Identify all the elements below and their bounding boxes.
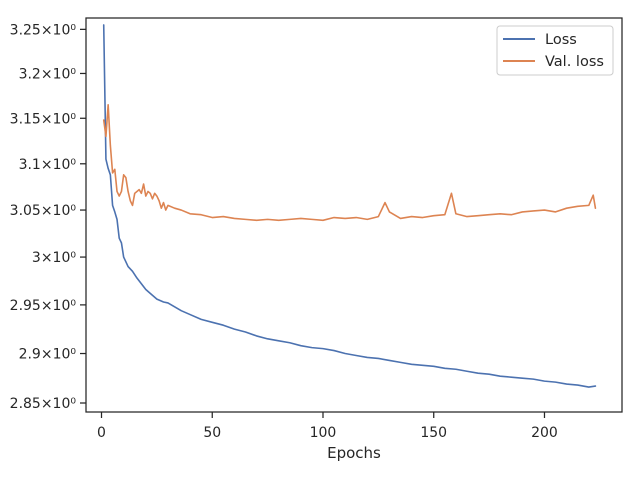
x-axis-title: Epochs — [327, 444, 381, 462]
series-line-loss — [102, 24, 597, 388]
x-ticks: 0 50 100 150 200 — [97, 412, 558, 441]
y-tick-label: 3.15×10⁰ — [10, 111, 77, 127]
plot-area — [86, 18, 622, 412]
legend-label-val-loss: Val. loss — [545, 54, 604, 70]
x-tick-label: 0 — [97, 425, 106, 441]
x-tick-label: 50 — [203, 425, 221, 441]
y-tick-label: 3×10⁰ — [32, 250, 76, 266]
y-tick-label: 3.05×10⁰ — [10, 203, 77, 219]
x-tick-label: 150 — [420, 425, 447, 441]
y-tick-label: 3.2×10⁰ — [19, 66, 77, 82]
plot-frame — [85, 17, 623, 413]
x-tick-label: 200 — [531, 425, 558, 441]
y-tick-label: 2.85×10⁰ — [10, 396, 77, 412]
y-ticks: 2.85×10⁰ 2.9×10⁰ 2.95×10⁰ 3×10⁰ 3.05×10⁰ 3.1×… — [10, 22, 86, 412]
y-tick-label: 3.1×10⁰ — [19, 157, 77, 173]
legend-label-loss: Loss — [545, 32, 577, 48]
y-tick-label: 3.25×10⁰ — [10, 22, 77, 38]
series-line-val-loss — [102, 103, 597, 222]
y-tick-label: 2.9×10⁰ — [19, 347, 77, 363]
legend: Loss Val. loss — [496, 25, 614, 76]
x-tick-label: 100 — [310, 425, 337, 441]
y-tick-label: 2.95×10⁰ — [10, 298, 77, 314]
series-lines — [102, 24, 597, 388]
